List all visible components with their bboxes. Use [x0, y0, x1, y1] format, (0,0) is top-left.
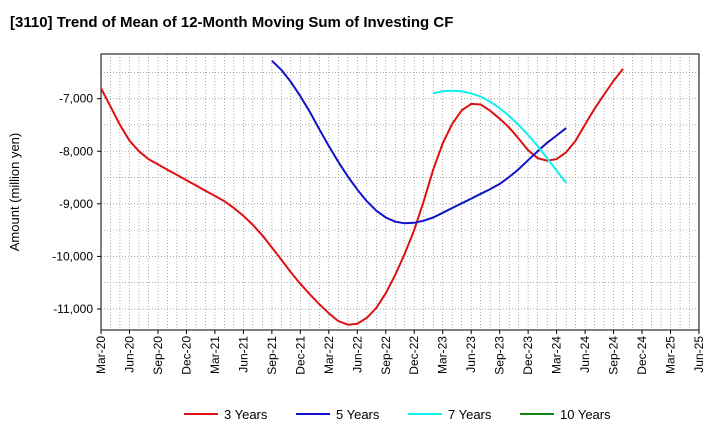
x-tick-label: Jun-24	[578, 336, 592, 373]
x-tick-label: Dec-22	[407, 336, 421, 375]
x-tick-label: Jun-21	[236, 336, 250, 373]
y-tick-label: -7,000	[59, 92, 93, 106]
horizontal-gridlines	[101, 72, 699, 310]
x-tick-label: Sep-21	[265, 336, 279, 375]
legend-label: 5 Years	[336, 407, 380, 422]
x-tick-label: Jun-20	[122, 336, 136, 373]
x-tick-label: Dec-24	[635, 336, 649, 375]
x-tick-label: Sep-23	[493, 336, 507, 375]
legend: 3 Years 5 Years 7 Years 10 Years	[184, 407, 611, 422]
x-tick-label: Mar-22	[322, 336, 336, 374]
x-tick-label: Sep-20	[151, 336, 165, 375]
y-tick-label: -9,000	[59, 197, 93, 211]
x-tick-label: Sep-24	[607, 336, 621, 375]
series-line-5-years	[271, 60, 567, 225]
y-tick-label: -10,000	[52, 249, 93, 263]
x-tick-label: Jun-25	[692, 336, 706, 373]
x-tick-label: Mar-20	[94, 336, 108, 374]
vertical-gridlines	[110, 54, 690, 330]
y-tick-label: -8,000	[59, 144, 93, 158]
x-tick-label: Jun-23	[464, 336, 478, 373]
x-tick-label: Jun-22	[350, 336, 364, 373]
x-tick-label: Sep-22	[379, 336, 393, 375]
legend-label: 7 Years	[448, 407, 492, 422]
y-axis-ticks: -7,000 -8,000 -9,000 -10,000 -11,000	[52, 92, 101, 316]
series-line-7-years	[432, 89, 567, 184]
chart-title: [3110] Trend of Mean of 12-Month Moving …	[10, 14, 454, 31]
series-lines	[100, 60, 624, 326]
plot-frame	[100, 53, 700, 331]
series-line-3-years	[100, 68, 624, 326]
legend-label: 3 Years	[224, 407, 268, 422]
x-tick-label: Dec-21	[293, 336, 307, 375]
x-tick-label: Dec-23	[521, 336, 535, 375]
x-tick-label: Mar-23	[436, 336, 450, 374]
legend-label: 10 Years	[560, 407, 611, 422]
x-tick-label: Mar-25	[664, 336, 678, 374]
plot-background	[101, 54, 699, 330]
y-axis-title: Amount (million yen)	[7, 133, 22, 252]
x-tick-label: Mar-21	[208, 336, 222, 374]
x-axis-ticks: Mar-20 Jun-20 Sep-20 Dec-20 Mar-21 Jun-21 Sep-…	[94, 330, 706, 375]
y-tick-label: -11,000	[53, 302, 93, 316]
x-tick-label: Dec-20	[179, 336, 193, 375]
x-tick-label: Mar-24	[550, 336, 564, 374]
